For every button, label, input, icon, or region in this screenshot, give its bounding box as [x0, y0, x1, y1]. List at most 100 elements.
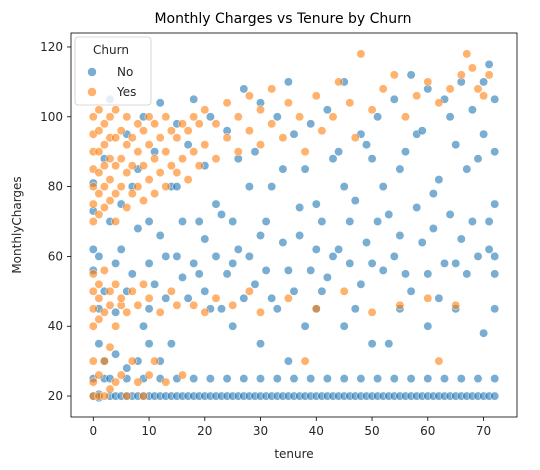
data-point-yes [144, 112, 154, 122]
data-point-no [183, 140, 193, 150]
data-point-yes [99, 265, 109, 275]
data-point-yes [111, 321, 121, 331]
data-point-yes [116, 293, 126, 303]
data-point-no [356, 374, 366, 384]
data-point-no [456, 234, 466, 244]
data-point-no [189, 374, 199, 384]
data-point-yes [211, 119, 221, 129]
data-point-no [261, 265, 271, 275]
data-point-yes [256, 307, 265, 317]
data-point-yes [139, 161, 148, 171]
data-point-no [373, 374, 383, 384]
data-point-yes [183, 175, 193, 185]
data-point-yes [144, 370, 154, 380]
x-tick-label: 10 [141, 424, 156, 438]
data-point-yes [99, 140, 109, 150]
data-point-yes [122, 168, 132, 178]
data-point-yes [356, 49, 366, 59]
x-tick-label: 30 [253, 424, 268, 438]
data-point-yes [144, 293, 154, 303]
data-point-yes [311, 304, 321, 314]
data-point-no [345, 258, 355, 268]
data-point-yes [127, 133, 137, 143]
data-point-no [144, 258, 154, 268]
data-point-yes [150, 356, 160, 366]
data-point-no [228, 258, 238, 268]
data-point-no [428, 224, 438, 233]
data-point-no [289, 286, 299, 296]
legend: Churn No Yes [74, 36, 152, 106]
data-point-no [490, 304, 500, 314]
data-point-yes [88, 182, 98, 192]
data-point-yes [434, 98, 444, 108]
chart-title: Monthly Charges vs Tenure by Churn [154, 11, 411, 27]
data-point-yes [412, 91, 422, 101]
data-point-no [490, 374, 500, 384]
data-point-yes [228, 300, 238, 310]
data-point-no [306, 265, 316, 275]
y-tick-label: 120 [40, 40, 63, 54]
data-point-yes [105, 342, 115, 352]
x-tick-label: 60 [420, 424, 435, 438]
data-point-no [94, 251, 104, 261]
data-point-yes [244, 91, 254, 101]
data-point-yes [434, 356, 444, 366]
data-point-no [161, 251, 171, 261]
data-point-yes [256, 105, 265, 115]
data-point-no [194, 269, 204, 279]
data-point-yes [295, 112, 305, 122]
data-point-yes [479, 91, 489, 101]
data-point-no [456, 374, 466, 384]
data-point-no [283, 265, 293, 275]
data-point-no [417, 126, 427, 136]
points-layer [88, 49, 500, 403]
data-point-no [473, 154, 483, 164]
data-point-no [479, 328, 489, 338]
data-point-yes [88, 304, 98, 314]
data-point-yes [222, 98, 232, 108]
data-point-no [389, 251, 399, 261]
data-point-no [367, 339, 377, 349]
data-point-no [328, 251, 338, 261]
data-point-yes [88, 356, 98, 366]
data-point-no [183, 293, 193, 303]
x-tick-label: 20 [197, 424, 212, 438]
data-point-no [278, 164, 288, 174]
data-point-no [272, 112, 282, 122]
data-point-no [445, 210, 455, 219]
data-point-no [479, 129, 489, 139]
data-point-no [490, 199, 500, 209]
data-point-no [200, 286, 210, 296]
data-point-no [256, 374, 265, 384]
data-point-no [272, 374, 282, 384]
data-point-no [205, 374, 215, 384]
data-point-no [222, 269, 232, 279]
data-point-yes [88, 269, 98, 279]
data-point-no [378, 182, 388, 192]
data-point-no [473, 374, 483, 384]
data-point-yes [105, 112, 115, 122]
data-point-no [261, 217, 271, 226]
data-point-no [490, 269, 500, 279]
data-point-yes [127, 161, 137, 171]
data-point-yes [94, 147, 104, 157]
data-point-yes [99, 391, 109, 401]
x-tick-label: 70 [476, 424, 491, 438]
data-point-no [283, 77, 293, 87]
data-point-no [178, 272, 187, 282]
data-point-yes [283, 293, 293, 303]
data-point-yes [300, 147, 310, 157]
data-point-no [362, 140, 371, 150]
data-point-no [250, 147, 260, 157]
data-point-yes [222, 133, 232, 143]
data-point-no [111, 349, 121, 359]
y-tick-label: 20 [48, 389, 63, 403]
data-point-no [322, 105, 332, 115]
data-point-yes [144, 175, 154, 185]
data-point-no [200, 234, 210, 244]
data-point-yes [256, 140, 265, 150]
data-point-no [367, 258, 377, 268]
data-point-yes [99, 307, 109, 317]
data-point-yes [150, 189, 160, 199]
